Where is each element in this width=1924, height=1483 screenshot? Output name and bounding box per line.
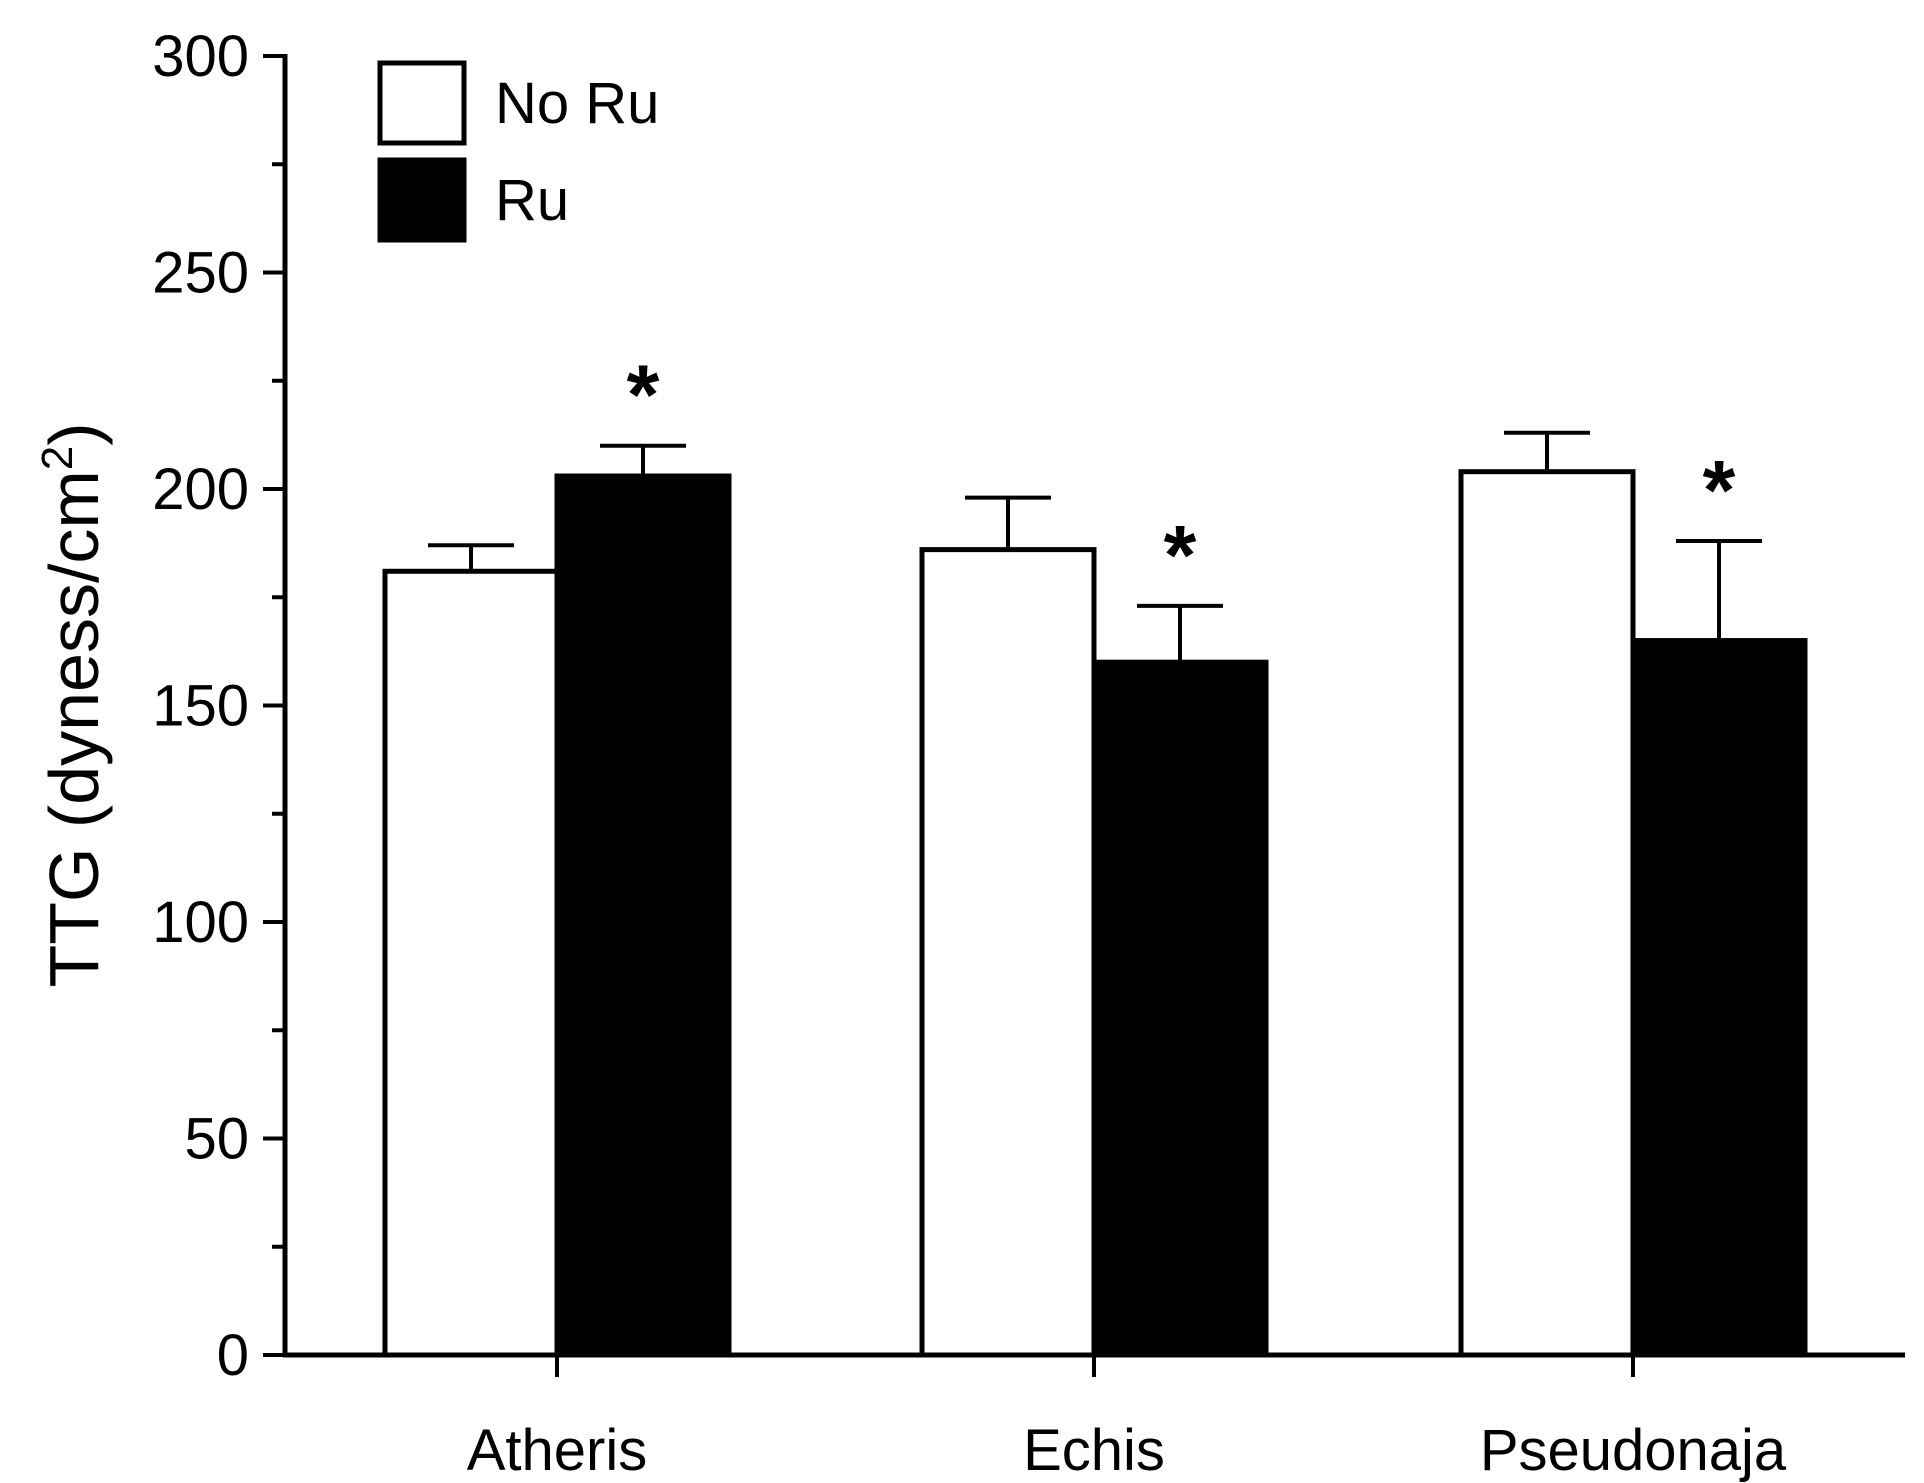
bar-atheris-ru bbox=[554, 473, 732, 1358]
y-tick-label: 150 bbox=[152, 674, 249, 739]
x-tick-label-atheris: Atheris bbox=[467, 1418, 648, 1483]
legend: No Ru Ru bbox=[377, 60, 659, 243]
y-tick-label: 0 bbox=[217, 1323, 249, 1388]
y-tick-label: 100 bbox=[152, 890, 249, 955]
legend-label-no-ru: No Ru bbox=[495, 71, 659, 136]
bar-echis-ru bbox=[1091, 659, 1269, 1358]
y-axis-label-main: TTG (dyness/cm bbox=[35, 470, 113, 987]
x-tick-label-echis: Echis bbox=[1023, 1418, 1165, 1483]
error-bars-layer bbox=[428, 430, 1762, 663]
y-axis-label: TTG (dyness/cm2) bbox=[33, 422, 113, 987]
bars-layer bbox=[382, 469, 1808, 1358]
x-tick-label-pseudonaja: Pseudonaja bbox=[1480, 1418, 1787, 1483]
labels-layer: * * * TTG (dyness/cm2) bbox=[33, 348, 1736, 988]
legend-swatch-no-ru bbox=[377, 60, 467, 146]
y-tick-label: 50 bbox=[184, 1107, 249, 1172]
y-tick-label: 250 bbox=[152, 241, 249, 306]
bar-pseudonaja-no-ru bbox=[1458, 469, 1636, 1358]
significance-marker-pseudonaja-ru: * bbox=[1703, 443, 1736, 537]
bar-echis-no-ru bbox=[919, 547, 1097, 1358]
y-axis-label-close: ) bbox=[35, 422, 113, 445]
significance-marker-atheris-ru: * bbox=[627, 348, 660, 442]
legend-label-ru: Ru bbox=[495, 168, 569, 233]
y-axis-label-superscript: 2 bbox=[33, 446, 82, 470]
y-tick-label: 300 bbox=[152, 24, 249, 89]
ticks-layer: 0 50 100 150 200 250 300 Atheris Echis Pseudonaja bbox=[152, 24, 1787, 1483]
bar-atheris-no-ru bbox=[382, 568, 560, 1358]
significance-marker-echis-ru: * bbox=[1164, 508, 1197, 602]
y-tick-label: 200 bbox=[152, 457, 249, 522]
bar-pseudonaja-ru bbox=[1630, 638, 1808, 1358]
legend-swatch-ru bbox=[377, 157, 467, 243]
